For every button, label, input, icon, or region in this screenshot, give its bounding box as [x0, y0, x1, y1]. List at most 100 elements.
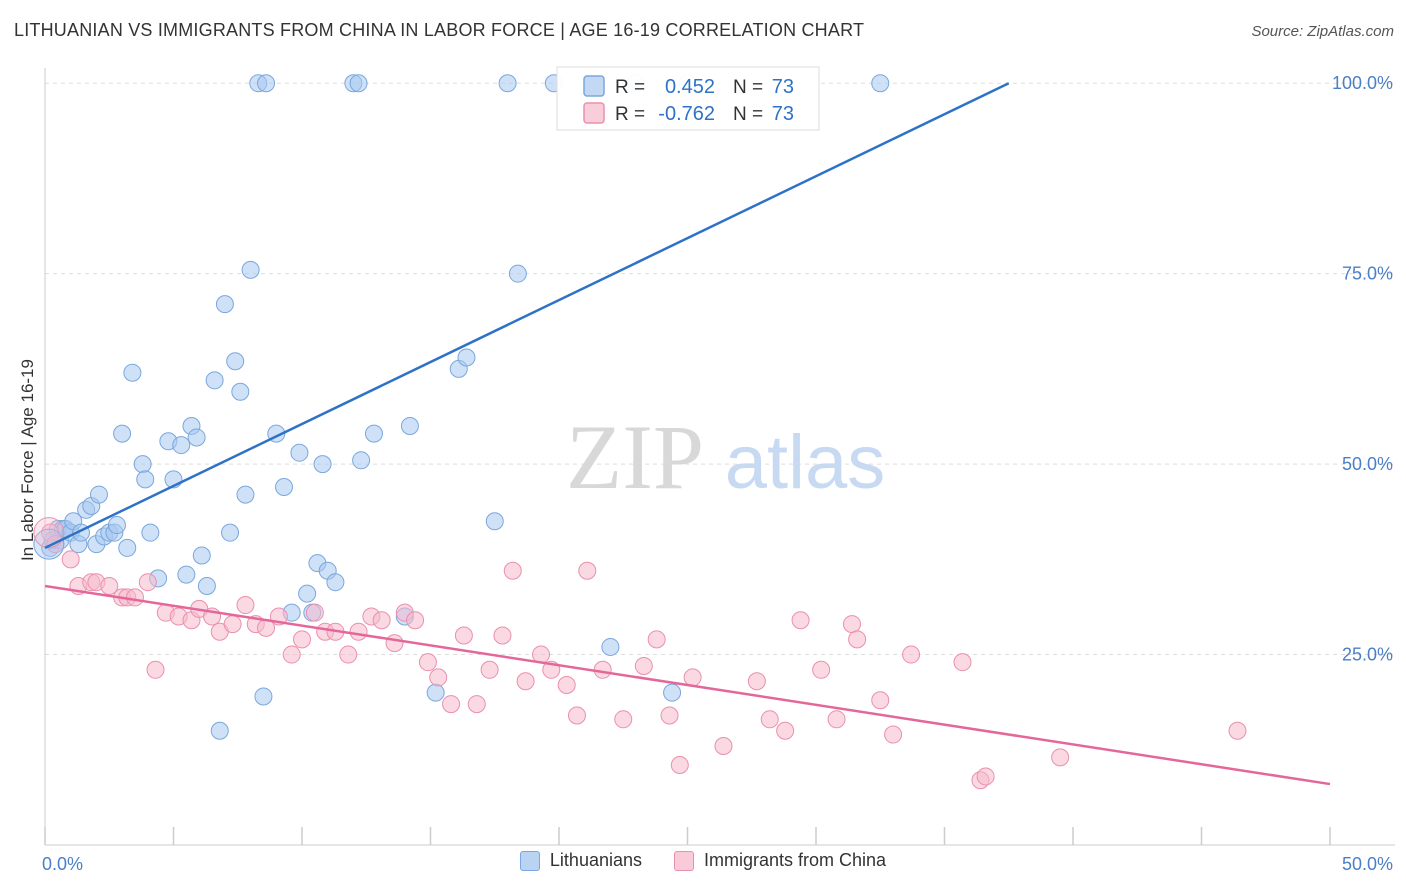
data-point: [503, 561, 522, 580]
data-point: [138, 573, 157, 592]
data-point: [457, 348, 476, 367]
data-point: [426, 683, 445, 702]
watermark: ZIP atlas: [566, 406, 885, 508]
legend: Lithuanians Immigrants from China: [0, 850, 1406, 871]
data-point: [349, 622, 368, 641]
data-point: [902, 645, 921, 664]
stats-swatch: [583, 75, 605, 97]
data-point: [670, 756, 689, 775]
watermark-zip: ZIP: [566, 406, 704, 508]
data-point: [578, 561, 597, 580]
data-point: [197, 577, 216, 595]
data-point: [827, 710, 846, 729]
chart-title: LITHUANIAN VS IMMIGRANTS FROM CHINA IN L…: [14, 20, 865, 40]
data-point: [812, 660, 831, 679]
data-point: [123, 363, 142, 382]
data-point: [192, 546, 211, 565]
data-point: [493, 626, 512, 645]
data-point: [647, 630, 666, 649]
data-point: [254, 687, 273, 706]
data-point: [236, 596, 255, 615]
data-point: [241, 260, 260, 279]
data-point: [221, 523, 240, 542]
data-point: [467, 695, 486, 714]
stats-n-label: N =: [733, 77, 763, 98]
data-point: [567, 706, 586, 725]
legend-item-immigrants-from-china[interactable]: Immigrants from China: [674, 850, 886, 871]
data-point: [791, 611, 810, 630]
data-point: [177, 565, 196, 584]
series-immigrants-from-china: [41, 523, 1247, 790]
data-point: [760, 710, 779, 729]
data-point: [313, 455, 332, 474]
data-point: [257, 74, 276, 93]
stats-r-value: 0.452: [665, 76, 715, 98]
data-point: [215, 295, 234, 314]
legend-label-lithuanians: Lithuanians: [549, 850, 642, 870]
stats-n-label: N =: [733, 104, 763, 125]
y-tick-label: 50.0%: [1342, 454, 1393, 474]
stats-r-label: R =: [615, 77, 645, 98]
legend-item-lithuanians[interactable]: Lithuanians: [519, 850, 642, 871]
data-point: [118, 538, 137, 557]
trend-line-immigrants-from-china: [44, 584, 1331, 786]
data-point: [663, 683, 682, 702]
data-point: [136, 470, 155, 489]
y-tick-label: 25.0%: [1342, 645, 1393, 665]
data-point: [660, 706, 679, 725]
data-point: [683, 668, 702, 687]
data-point: [418, 653, 437, 672]
data-point: [290, 443, 309, 462]
axes: [44, 68, 1395, 846]
data-point: [133, 455, 152, 474]
data-point: [557, 676, 576, 695]
data-point: [282, 645, 301, 664]
data-point: [236, 485, 255, 504]
data-point: [146, 660, 165, 679]
y-tick-label: 75.0%: [1342, 264, 1393, 284]
data-point: [172, 436, 191, 455]
data-point: [298, 584, 317, 603]
trend-line-lithuanians: [44, 82, 1010, 550]
legend-swatch-lithuanians: [519, 850, 540, 871]
watermark-atlas: atlas: [725, 420, 886, 505]
data-point: [634, 656, 653, 675]
data-point: [848, 630, 867, 649]
data-point: [429, 668, 448, 687]
data-point: [480, 660, 499, 679]
data-point: [205, 371, 224, 390]
data-point: [372, 611, 391, 630]
data-point: [884, 725, 903, 744]
data-point: [406, 611, 425, 630]
data-point: [141, 523, 160, 542]
source-label: Source: ZipAtlas.com: [1251, 23, 1394, 40]
data-point: [89, 485, 108, 504]
data-point: [231, 382, 250, 401]
data-point: [516, 672, 535, 691]
data-point: [871, 74, 890, 93]
data-point: [352, 451, 371, 470]
data-point: [976, 767, 995, 786]
data-point: [601, 637, 620, 656]
data-point: [871, 691, 890, 710]
data-point: [61, 550, 80, 569]
data-point: [339, 645, 358, 664]
data-point: [125, 588, 144, 607]
data-point: [485, 512, 504, 531]
data-point: [33, 528, 65, 560]
data-point: [1051, 748, 1070, 767]
data-point: [187, 428, 206, 447]
gridlines: [45, 82, 1395, 656]
data-point: [33, 517, 65, 549]
data-point: [842, 615, 861, 634]
data-point: [113, 424, 132, 443]
data-point: [747, 672, 766, 691]
x-tick-labels: 0.0% 50.0%: [42, 854, 1393, 874]
stats-n-value: 73: [772, 103, 794, 125]
legend-swatch-immigrants-from-china: [674, 850, 694, 871]
data-point: [776, 721, 795, 740]
trend-lines: [44, 82, 1331, 786]
data-point: [305, 603, 324, 622]
data-point: [442, 695, 461, 714]
